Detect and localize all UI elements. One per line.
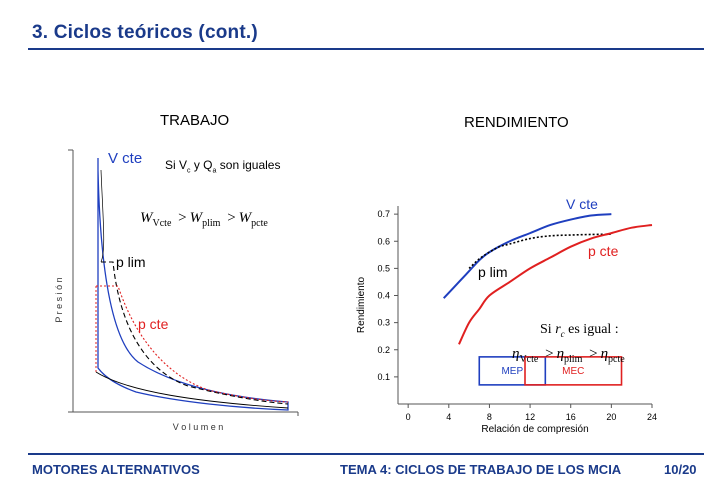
pcte-cycle <box>96 285 289 403</box>
series-v-cte <box>442 213 612 299</box>
x-tick-label: 20 <box>606 412 616 422</box>
y-tick-label: 0.4 <box>377 291 390 301</box>
x-tick-label: 16 <box>566 412 576 422</box>
y-tick-label: 0.1 <box>377 372 390 382</box>
footer-course: MOTORES ALTERNATIVOS <box>32 462 200 477</box>
pv-diagram: P r e s i ó n V o l u m e n <box>54 149 299 432</box>
work-inequality: WVcte > Wplim > Wpcte <box>140 210 268 229</box>
y-tick-label: 0.3 <box>377 318 390 328</box>
x-tick-label: 24 <box>647 412 657 422</box>
slide-title: 3. Ciclos teóricos (cont.) <box>32 22 258 43</box>
x-tick-label: 4 <box>446 412 451 422</box>
efficiency-inequality: ηVcte > ηplim > ηpcte <box>512 346 625 365</box>
vcte-cycle <box>97 158 289 411</box>
range-label-mep: MEP <box>501 366 523 377</box>
right-heading: RENDIMIENTO <box>464 114 569 131</box>
x-tick-label: 0 <box>406 412 411 422</box>
pv-label-plim: p lim <box>116 254 146 270</box>
pv-label-vcte: V cte <box>108 150 143 167</box>
pv-ylabel: P r e s i ó n <box>54 277 64 322</box>
compression-condition: Si rc es igual : <box>540 322 619 339</box>
eff-ylabel: Rendimiento <box>356 276 367 333</box>
series-p-lim <box>468 233 612 269</box>
y-tick-label: 0.6 <box>377 236 390 246</box>
x-tick-label: 8 <box>487 412 492 422</box>
eff-label-pcte: p cte <box>588 243 619 259</box>
footer-topic: TEMA 4: CICLOS DE TRABAJO DE LOS MCIA <box>340 462 622 477</box>
pv-note: Si Vc y Qa son iguales <box>165 158 281 175</box>
header-rule <box>28 48 704 50</box>
range-mec <box>524 356 623 386</box>
pv-xlabel: V o l u m e n <box>173 422 224 432</box>
compression-line <box>95 371 289 409</box>
y-tick-label: 0.5 <box>377 263 390 273</box>
pv-label-pcte: p cte <box>138 316 169 332</box>
x-tick-label: 12 <box>525 412 535 422</box>
eff-xlabel: Relación de compresión <box>481 424 588 435</box>
y-tick-label: 0.2 <box>377 345 390 355</box>
plim-cycle <box>101 261 289 405</box>
footer-page: 10/20 <box>664 462 697 477</box>
efficiency-chart: 0.1 0.2 0.3 0.4 0.5 0.6 0.7 0 4 8 12 16 20 24 Relación… <box>356 206 657 435</box>
series-p-cte <box>458 223 653 345</box>
y-tick-label: 0.7 <box>377 209 390 219</box>
eff-label-vcte: V cte <box>566 196 598 212</box>
eff-label-plim: p lim <box>478 264 508 280</box>
range-mep <box>478 356 547 386</box>
footer-rule <box>28 453 704 455</box>
range-label-mec: MEC <box>562 366 584 377</box>
left-heading: TRABAJO <box>160 112 230 129</box>
